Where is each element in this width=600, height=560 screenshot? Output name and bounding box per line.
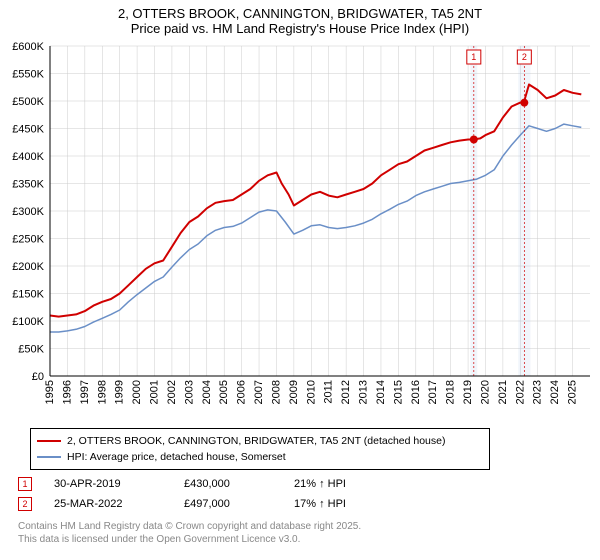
svg-text:2008: 2008 <box>270 380 282 404</box>
svg-text:2013: 2013 <box>358 380 370 404</box>
svg-text:2015: 2015 <box>392 380 404 404</box>
legend-label: HPI: Average price, detached house, Some… <box>67 451 286 463</box>
legend-item: HPI: Average price, detached house, Some… <box>37 449 483 465</box>
legend-swatch <box>37 456 61 458</box>
sale-delta: 17% ↑ HPI <box>294 498 394 510</box>
svg-text:2000: 2000 <box>131 380 143 404</box>
legend-item: 2, OTTERS BROOK, CANNINGTON, BRIDGWATER,… <box>37 433 483 449</box>
svg-text:£500K: £500K <box>12 96 44 108</box>
svg-text:1996: 1996 <box>61 380 73 404</box>
svg-text:£150K: £150K <box>12 289 44 301</box>
chart-svg: £0 £50K £100K £150K £200K £250K £300K £350K £400… <box>0 36 600 416</box>
svg-text:1997: 1997 <box>79 380 91 404</box>
svg-text:2004: 2004 <box>201 380 213 404</box>
sale-delta: 21% ↑ HPI <box>294 478 394 490</box>
svg-text:2025: 2025 <box>567 380 579 404</box>
svg-text:2024: 2024 <box>549 380 561 404</box>
svg-text:2019: 2019 <box>462 380 474 404</box>
svg-text:1: 1 <box>471 52 476 62</box>
svg-text:2: 2 <box>522 52 527 62</box>
svg-text:2023: 2023 <box>532 380 544 404</box>
svg-text:1995: 1995 <box>44 380 56 404</box>
footer-line2: This data is licensed under the Open Gov… <box>18 533 361 546</box>
svg-text:2011: 2011 <box>323 380 335 404</box>
svg-text:2001: 2001 <box>149 380 161 404</box>
svg-text:2021: 2021 <box>497 380 509 404</box>
title-line1: 2, OTTERS BROOK, CANNINGTON, BRIDGWATER,… <box>0 6 600 21</box>
title-line2: Price paid vs. HM Land Registry's House … <box>0 21 600 36</box>
svg-text:2006: 2006 <box>236 380 248 404</box>
svg-text:1998: 1998 <box>96 380 108 404</box>
svg-text:£0: £0 <box>32 371 44 383</box>
svg-text:2017: 2017 <box>427 380 439 404</box>
svg-text:2012: 2012 <box>340 380 352 404</box>
svg-text:2005: 2005 <box>218 380 230 404</box>
legend: 2, OTTERS BROOK, CANNINGTON, BRIDGWATER,… <box>30 428 490 470</box>
sale-price: £497,000 <box>184 498 294 510</box>
svg-text:£50K: £50K <box>18 344 44 356</box>
svg-text:2022: 2022 <box>514 380 526 404</box>
svg-text:£250K: £250K <box>12 234 44 246</box>
sale-row: 2 25-MAR-2022 £497,000 17% ↑ HPI <box>18 494 578 514</box>
footer-line1: Contains HM Land Registry data © Crown c… <box>18 520 361 533</box>
footer-attribution: Contains HM Land Registry data © Crown c… <box>18 520 361 546</box>
svg-text:£100K: £100K <box>12 316 44 328</box>
svg-text:2002: 2002 <box>166 380 178 404</box>
svg-text:2014: 2014 <box>375 380 387 404</box>
svg-text:£600K: £600K <box>12 41 44 53</box>
svg-text:2010: 2010 <box>305 380 317 404</box>
svg-text:2003: 2003 <box>183 380 195 404</box>
svg-text:£350K: £350K <box>12 179 44 191</box>
sale-date: 25-MAR-2022 <box>54 498 184 510</box>
svg-text:£300K: £300K <box>12 206 44 218</box>
svg-text:2009: 2009 <box>288 380 300 404</box>
chart-title-block: 2, OTTERS BROOK, CANNINGTON, BRIDGWATER,… <box>0 0 600 36</box>
sales-table: 1 30-APR-2019 £430,000 21% ↑ HPI 2 25-MA… <box>18 474 578 514</box>
sale-price: £430,000 <box>184 478 294 490</box>
svg-text:2018: 2018 <box>445 380 457 404</box>
svg-text:2007: 2007 <box>253 380 265 404</box>
sale-marker-badge: 2 <box>18 497 32 511</box>
legend-label: 2, OTTERS BROOK, CANNINGTON, BRIDGWATER,… <box>67 435 446 447</box>
chart-area: £0 £50K £100K £150K £200K £250K £300K £350K £400… <box>0 36 600 416</box>
svg-text:2016: 2016 <box>410 380 422 404</box>
svg-text:£400K: £400K <box>12 151 44 163</box>
sale-row: 1 30-APR-2019 £430,000 21% ↑ HPI <box>18 474 578 494</box>
svg-text:£200K: £200K <box>12 261 44 273</box>
sale-date: 30-APR-2019 <box>54 478 184 490</box>
sale-marker-badge: 1 <box>18 477 32 491</box>
svg-text:£550K: £550K <box>12 69 44 81</box>
svg-text:1999: 1999 <box>114 380 126 404</box>
legend-swatch <box>37 440 61 442</box>
svg-text:2020: 2020 <box>479 380 491 404</box>
svg-text:£450K: £450K <box>12 124 44 136</box>
